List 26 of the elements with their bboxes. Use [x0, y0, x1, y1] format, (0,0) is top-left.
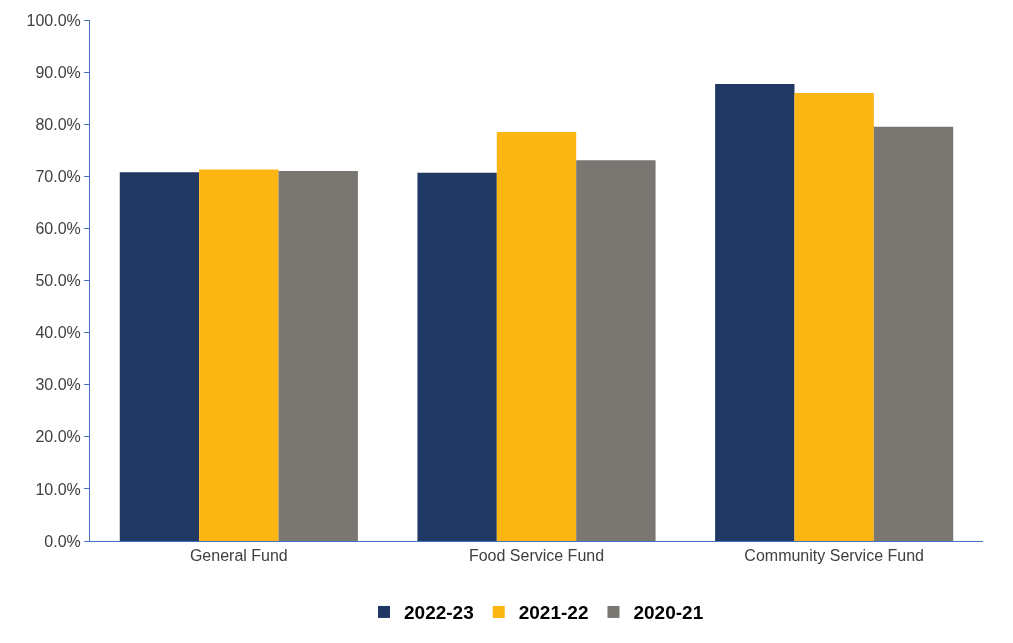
- bar: [278, 171, 358, 541]
- y-tick-label: 0.0%: [44, 532, 81, 550]
- x-tick-label: Food Service Fund: [468, 547, 605, 565]
- x-tick-label: Community Service Fund: [744, 547, 924, 565]
- x-tick-label: General Fund: [189, 547, 288, 565]
- y-tick-label: 10.0%: [35, 480, 81, 498]
- y-tick-label: 20.0%: [35, 428, 81, 446]
- legend-label: 2020-21: [633, 602, 704, 624]
- y-tick-label: 60.0%: [35, 220, 81, 237]
- y-tick-label: 70.0%: [35, 167, 81, 185]
- bar: [794, 92, 874, 541]
- y-tick-label: 100.0%: [26, 11, 81, 29]
- bar: [119, 172, 200, 541]
- legend-label: 2022-23: [404, 602, 474, 624]
- bar: [715, 84, 795, 541]
- y-tick-label: 80.0%: [35, 115, 81, 133]
- y-tick-label: 50.0%: [35, 272, 81, 290]
- bar: [873, 126, 954, 541]
- bar: [576, 160, 656, 541]
- legend-label: 2021-22: [518, 602, 589, 624]
- y-tick-label: 40.0%: [35, 324, 81, 342]
- bar: [417, 172, 497, 541]
- bar: [199, 169, 279, 541]
- bar: [496, 132, 577, 541]
- y-tick-label: 90.0%: [35, 63, 81, 81]
- y-tick-label: 30.0%: [35, 376, 81, 394]
